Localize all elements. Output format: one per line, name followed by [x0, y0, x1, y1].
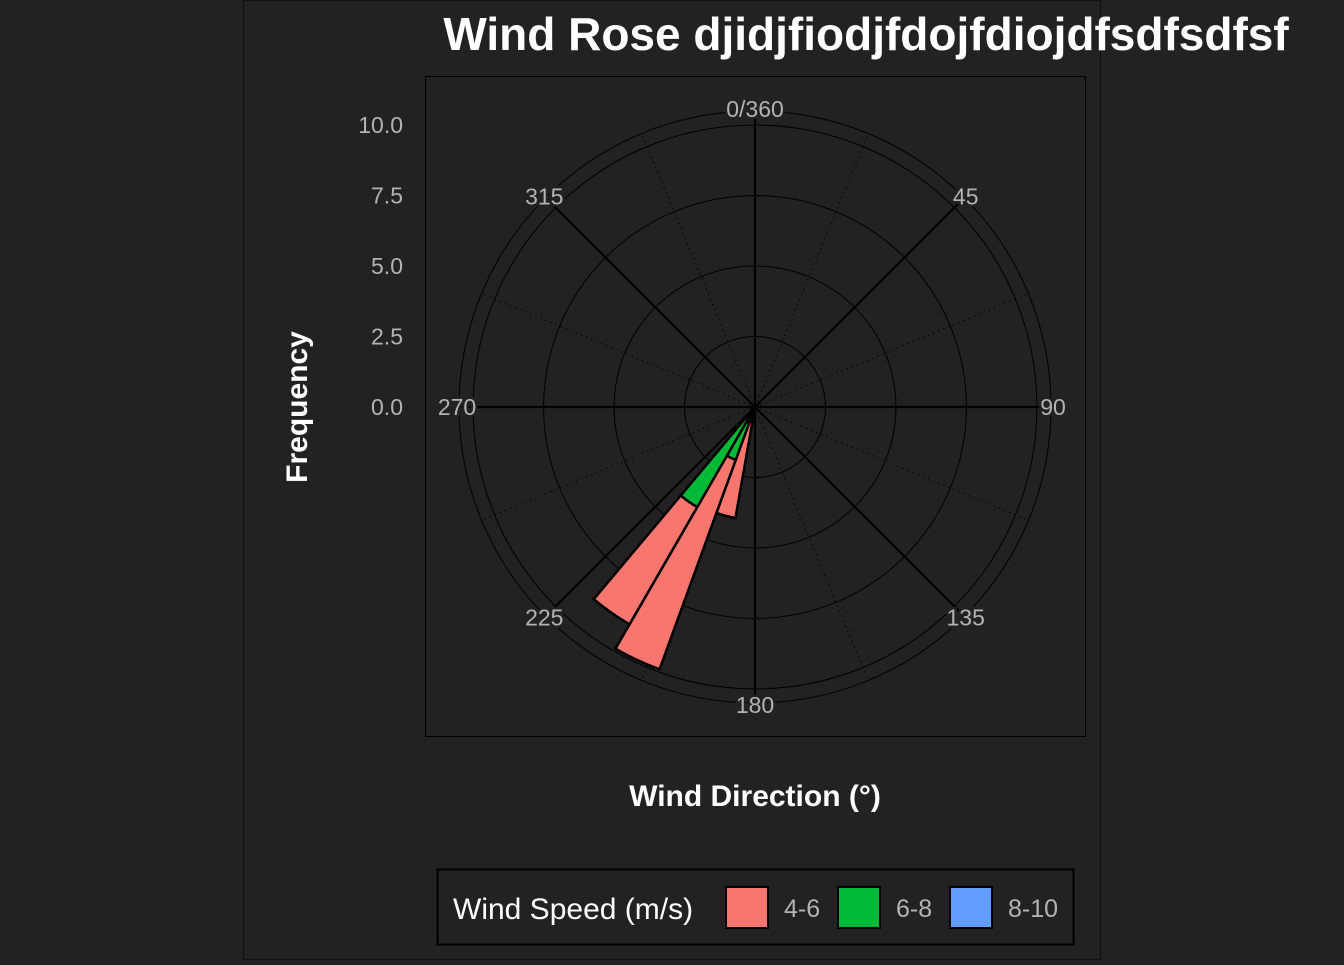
angle-tick-label: 225: [525, 605, 563, 631]
angle-tick-label: 315: [525, 183, 563, 209]
legend-label-6-8: 6-8: [896, 895, 932, 923]
plot-panel: [425, 76, 1086, 737]
radial-tick-labels: 0.0 2.5 5.0 7.5 10.0: [358, 112, 403, 420]
y-axis-title: Frequency: [281, 331, 314, 483]
angle-tick-label: 90: [1040, 394, 1066, 420]
major-spoke: [544, 406, 756, 618]
minor-spoke: [641, 133, 756, 408]
radial-tick-label: 7.5: [371, 183, 403, 209]
angle-tick-label: 270: [438, 394, 476, 420]
x-axis-title: Wind Direction (°): [629, 780, 881, 813]
legend-key-6-8: [837, 886, 881, 929]
legend-key-8-10: [949, 886, 993, 929]
legend-items: 4-6 6-8 8-10: [725, 886, 1058, 929]
angle-tick-label: 0/360: [726, 96, 784, 122]
minor-spoke: [754, 406, 1029, 521]
minor-spoke: [481, 293, 756, 408]
radial-tick-label: 2.5: [371, 324, 403, 350]
minor-spoke: [754, 133, 869, 408]
figure-frame: [243, 0, 1101, 960]
major-spokes: [459, 111, 1051, 703]
legend-label-8-10: 8-10: [1008, 895, 1058, 923]
radial-tick-label: 5.0: [371, 253, 403, 279]
angle-tick-labels: 0/360 45 90 135 180 225 270 315: [435, 94, 1068, 721]
major-spoke: [544, 196, 756, 408]
chart-title: Wind Rose djidjfiodjfdojfdiojdfsdfsdfsf: [443, 8, 1289, 60]
radial-tick-label: 0.0: [371, 394, 403, 420]
angle-tick-label: 180: [736, 692, 774, 718]
wind-bars: [591, 405, 757, 671]
angle-tick-label: 135: [947, 605, 985, 631]
legend-key-4-6: [725, 886, 769, 929]
legend-title: Wind Speed (m/s): [453, 893, 693, 926]
minor-spoke: [754, 293, 1029, 408]
legend-label-4-6: 4-6: [784, 895, 820, 923]
legend-frame: [436, 868, 1075, 946]
radial-tick-label: 10.0: [358, 112, 403, 138]
wind-bar-4-6: [591, 493, 699, 626]
legend: Wind Speed (m/s) 4-6 6-8 8-10: [436, 868, 1075, 946]
major-spoke: [754, 196, 966, 408]
wind-bar-4-6: [613, 454, 738, 671]
angle-tick-label: 45: [953, 183, 979, 209]
minor-spoke: [754, 406, 869, 681]
major-spoke: [754, 406, 966, 618]
